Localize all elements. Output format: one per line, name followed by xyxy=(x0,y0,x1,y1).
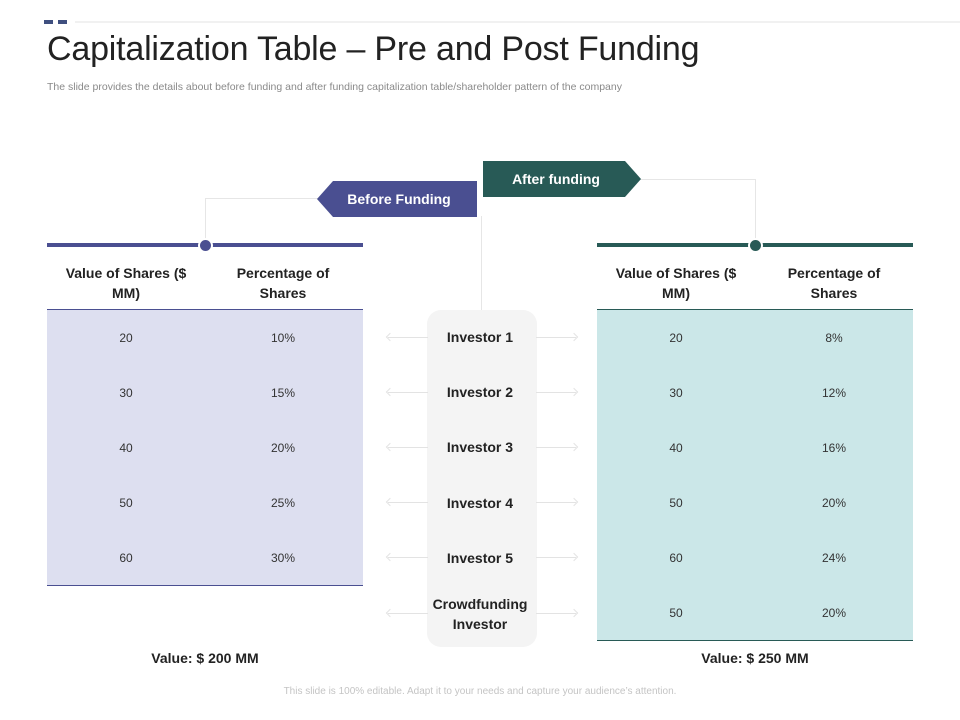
before-table-body xyxy=(47,310,363,585)
before-row-5-value: 60 xyxy=(119,551,133,565)
before-connector-horizontal xyxy=(205,198,319,199)
investor-panel xyxy=(427,310,537,647)
before-row-1-percentage: 10% xyxy=(270,331,296,345)
slide-footer-note: This slide is 100% editable. Adapt it to… xyxy=(283,686,677,697)
after-row-3-value: 40 xyxy=(669,441,683,455)
investor-6-arrow-left xyxy=(388,613,428,614)
before-header-underline xyxy=(47,309,363,310)
investor-4-label: Investor 4 xyxy=(446,495,514,511)
investor-5-arrow-left xyxy=(388,557,428,558)
investor-1-arrow-right xyxy=(536,337,576,338)
before-row-2-percentage: 15% xyxy=(270,386,296,400)
investor-2-arrow-left xyxy=(388,392,428,393)
after-row-1-value: 20 xyxy=(669,331,683,345)
before-header-percentage: Percentage of Shares xyxy=(236,265,330,301)
after-row-3-percentage: 16% xyxy=(821,441,847,455)
before-row-5-percentage: 30% xyxy=(270,551,296,565)
before-row-4-value: 50 xyxy=(119,496,133,510)
after-row-2-percentage: 12% xyxy=(821,386,847,400)
investor-4-arrow-left xyxy=(388,502,428,503)
after-row-1-percentage: 8% xyxy=(825,331,843,345)
before-row-3-value: 40 xyxy=(119,441,133,455)
after-row-5-value: 60 xyxy=(669,551,683,565)
investor-5-label: Investor 5 xyxy=(446,550,514,566)
after-header-underline xyxy=(597,309,913,310)
investor-3-arrow-left xyxy=(388,447,428,448)
header-divider xyxy=(75,21,960,23)
after-row-4-percentage: 20% xyxy=(821,496,847,510)
before-total-value: Value: $ 200 MM xyxy=(151,650,259,666)
after-table-body xyxy=(597,310,913,640)
after-funding-banner: After funding xyxy=(483,161,641,197)
after-table-dot xyxy=(748,238,763,253)
investor-3-label: Investor 3 xyxy=(446,439,514,455)
after-row-5-percentage: 24% xyxy=(821,551,847,565)
investor-1-label: Investor 1 xyxy=(446,329,514,345)
after-header-percentage: Percentage of Shares xyxy=(787,265,881,301)
after-row-2-value: 30 xyxy=(669,386,683,400)
before-header-value: Value of Shares ($ MM) xyxy=(65,265,187,301)
investor-6-label: Crowdfunding Investor xyxy=(432,596,528,632)
before-funding-banner: Before Funding xyxy=(317,181,477,217)
before-table-dot xyxy=(198,238,213,253)
investor-1-arrow-left xyxy=(388,337,428,338)
after-table-bottom-line xyxy=(597,640,913,641)
investor-5-arrow-right xyxy=(536,557,576,558)
investor-6-arrow-right xyxy=(536,613,576,614)
investor-3-arrow-right xyxy=(536,447,576,448)
investor-4-arrow-right xyxy=(536,502,576,503)
after-header-value: Value of Shares ($ MM) xyxy=(615,265,737,301)
after-total-value: Value: $ 250 MM xyxy=(701,650,809,666)
after-row-6-value: 50 xyxy=(669,606,683,620)
after-connector-vertical xyxy=(755,179,756,244)
after-connector-horizontal xyxy=(640,179,756,180)
slide-logo-mark xyxy=(44,20,68,26)
before-row-2-value: 30 xyxy=(119,386,133,400)
before-row-1-value: 20 xyxy=(119,331,133,345)
slide-subtitle: The slide provides the details about bef… xyxy=(47,81,622,93)
before-table-bottom-line xyxy=(47,585,363,586)
before-row-4-percentage: 25% xyxy=(270,496,296,510)
before-connector-vertical xyxy=(205,198,206,244)
before-row-3-percentage: 20% xyxy=(270,441,296,455)
slide-title: Capitalization Table – Pre and Post Fund… xyxy=(47,30,700,68)
investor-2-label: Investor 2 xyxy=(446,384,514,400)
center-connector xyxy=(481,216,482,310)
after-row-6-percentage: 20% xyxy=(821,606,847,620)
after-row-4-value: 50 xyxy=(669,496,683,510)
investor-2-arrow-right xyxy=(536,392,576,393)
